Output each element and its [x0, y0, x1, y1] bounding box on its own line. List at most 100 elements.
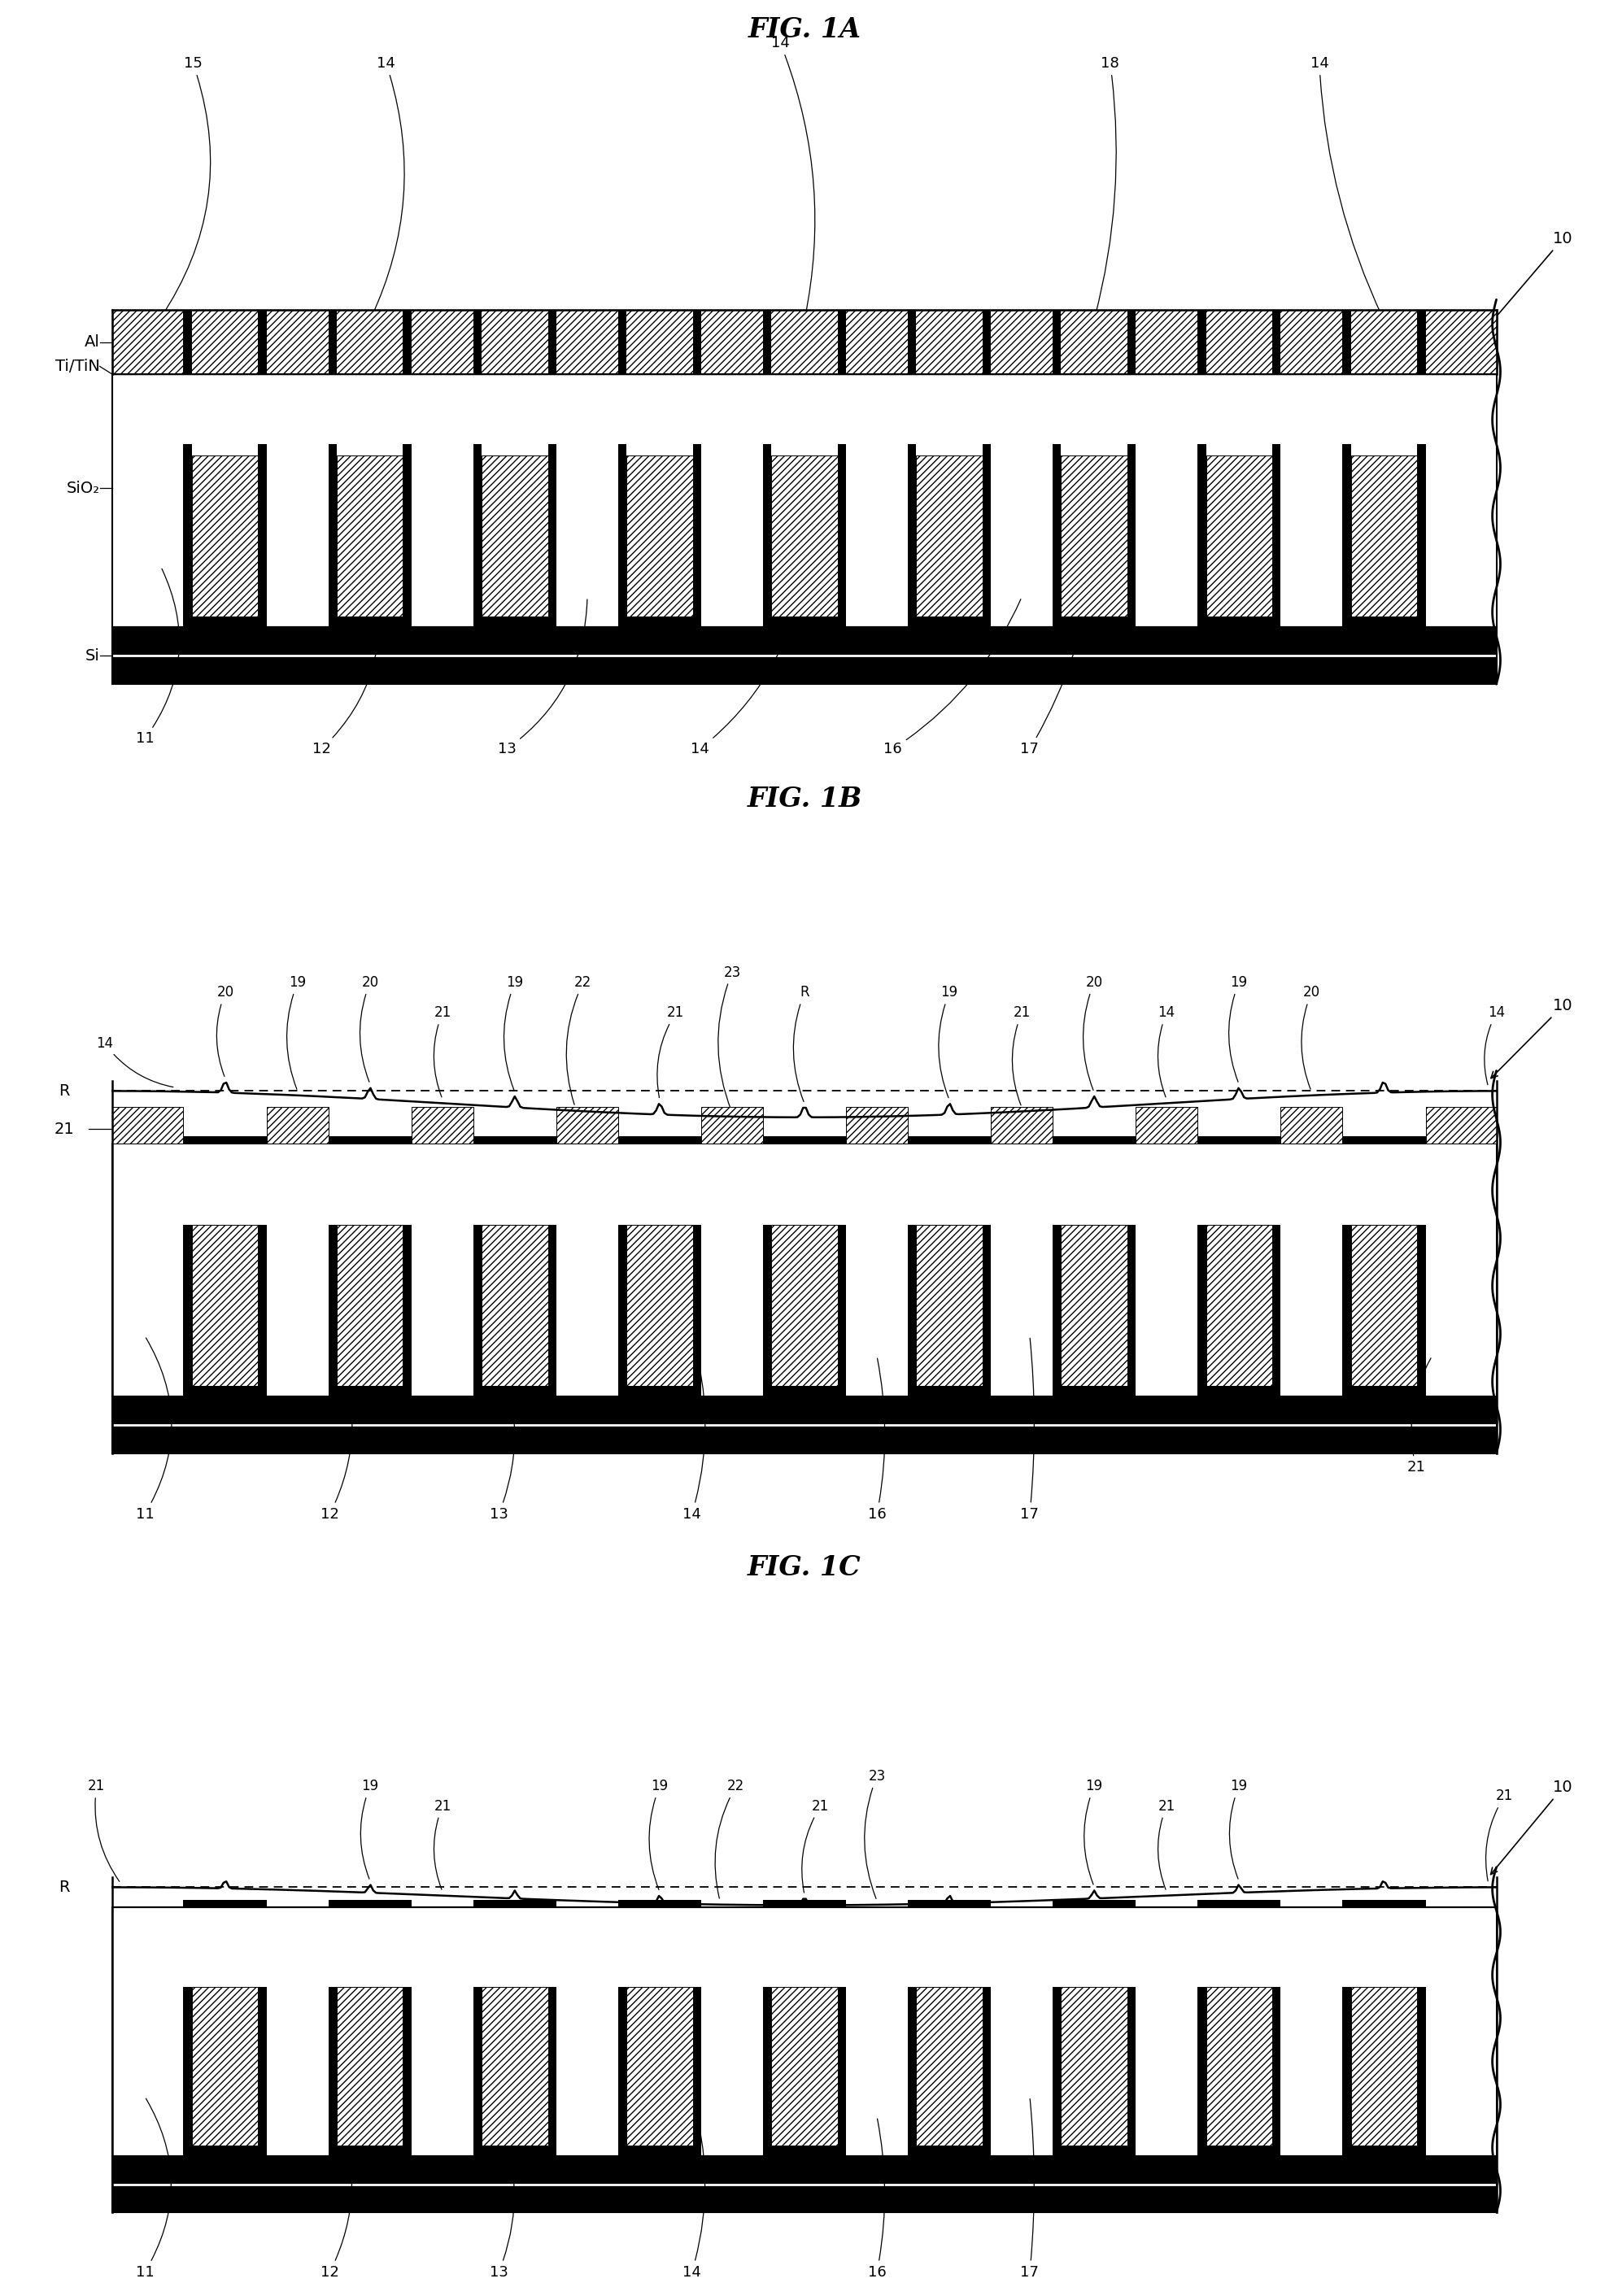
Bar [1342, 615, 1426, 627]
Bar [1197, 1137, 1281, 1143]
Bar [1052, 2144, 1136, 2156]
Bar [338, 455, 404, 615]
Bar [412, 1107, 473, 1143]
Text: 21: 21 [656, 1006, 684, 1097]
Bar [549, 1224, 557, 1396]
Bar [1052, 1137, 1136, 1143]
Bar [113, 627, 1496, 684]
Bar [328, 1986, 412, 2156]
Text: 12: 12 [312, 569, 378, 755]
Bar [1052, 1899, 1136, 1908]
Text: 14: 14 [1158, 1006, 1175, 1097]
Bar [483, 455, 549, 615]
Bar [1052, 455, 1136, 627]
Bar [1128, 310, 1136, 374]
Bar [1052, 1224, 1136, 1396]
Bar [1352, 1986, 1418, 2144]
Bar [693, 1224, 702, 1396]
Bar [549, 310, 557, 374]
Bar [838, 1224, 846, 1396]
Text: R: R [60, 1084, 69, 1100]
Bar [1052, 1986, 1062, 2156]
Bar [1342, 1986, 1426, 2156]
Bar [763, 445, 772, 627]
Bar [618, 2144, 702, 2156]
Bar [1136, 1107, 1197, 1143]
Bar [549, 1986, 557, 2156]
Bar [473, 1986, 483, 2156]
Text: 19: 19 [1084, 1779, 1102, 1885]
Text: 14: 14 [97, 1035, 174, 1086]
Bar [838, 1986, 846, 2156]
Text: 14: 14 [690, 569, 804, 755]
Text: 21: 21 [434, 1798, 451, 1890]
Text: 12: 12 [320, 2099, 352, 2280]
Bar [483, 1986, 549, 2144]
Bar [907, 2144, 991, 2156]
Bar [113, 1107, 183, 1143]
Bar [259, 310, 267, 374]
Text: 10: 10 [1492, 232, 1572, 324]
Bar [1197, 455, 1281, 627]
Text: 23: 23 [718, 964, 740, 1111]
Text: 19: 19 [648, 1779, 668, 1890]
Bar [328, 1899, 412, 1908]
Bar [473, 1384, 557, 1396]
Bar [1342, 1137, 1426, 1143]
Bar [473, 455, 557, 627]
Bar [763, 1224, 772, 1396]
Bar [473, 1224, 557, 1396]
Text: 17: 17 [1020, 2099, 1039, 2280]
Text: 14: 14 [1485, 1006, 1504, 1084]
Text: 14: 14 [771, 37, 814, 317]
Bar [618, 1899, 702, 1908]
Text: 23: 23 [864, 1768, 885, 1899]
Bar [618, 1137, 702, 1143]
Bar [917, 1224, 983, 1384]
Bar [183, 615, 267, 627]
Bar [183, 1137, 267, 1143]
Bar [1418, 1986, 1426, 2156]
Bar [549, 445, 557, 627]
Bar [628, 455, 693, 615]
Text: 18: 18 [1094, 55, 1120, 317]
Bar [907, 455, 991, 627]
Bar [1342, 1384, 1426, 1396]
Text: 19: 19 [1229, 976, 1247, 1081]
Text: 13: 13 [497, 599, 587, 755]
Bar [618, 455, 702, 627]
Bar [763, 1384, 846, 1396]
Bar [1052, 1986, 1136, 2156]
Bar [763, 1224, 846, 1396]
Bar [259, 1224, 267, 1396]
Bar [917, 1986, 983, 2144]
Bar [1197, 1986, 1281, 2156]
Bar [907, 1899, 991, 1908]
Bar [1342, 455, 1426, 627]
Text: 21: 21 [434, 1006, 451, 1097]
Text: 22: 22 [714, 1779, 745, 1899]
Bar [1273, 1986, 1281, 2156]
Bar [618, 310, 628, 374]
Bar [183, 310, 193, 374]
Text: 16: 16 [867, 1359, 887, 1522]
Text: 21: 21 [1485, 1789, 1512, 1880]
Text: 13: 13 [489, 1359, 515, 1522]
Bar [1426, 1107, 1496, 1143]
Bar [1342, 310, 1352, 374]
Text: 11: 11 [135, 2099, 171, 2280]
Text: 11: 11 [135, 1339, 172, 1522]
Text: 16: 16 [867, 2119, 887, 2280]
Bar [473, 310, 483, 374]
Bar [1273, 445, 1281, 627]
Text: 17: 17 [1020, 1339, 1039, 1522]
Bar [1062, 1224, 1128, 1384]
Bar [846, 1107, 907, 1143]
Bar [113, 310, 1496, 374]
Bar [763, 2144, 846, 2156]
Bar [1052, 615, 1136, 627]
Bar [1418, 445, 1426, 627]
Bar [328, 1224, 338, 1396]
Bar [628, 1986, 693, 2144]
Bar [907, 1986, 917, 2156]
